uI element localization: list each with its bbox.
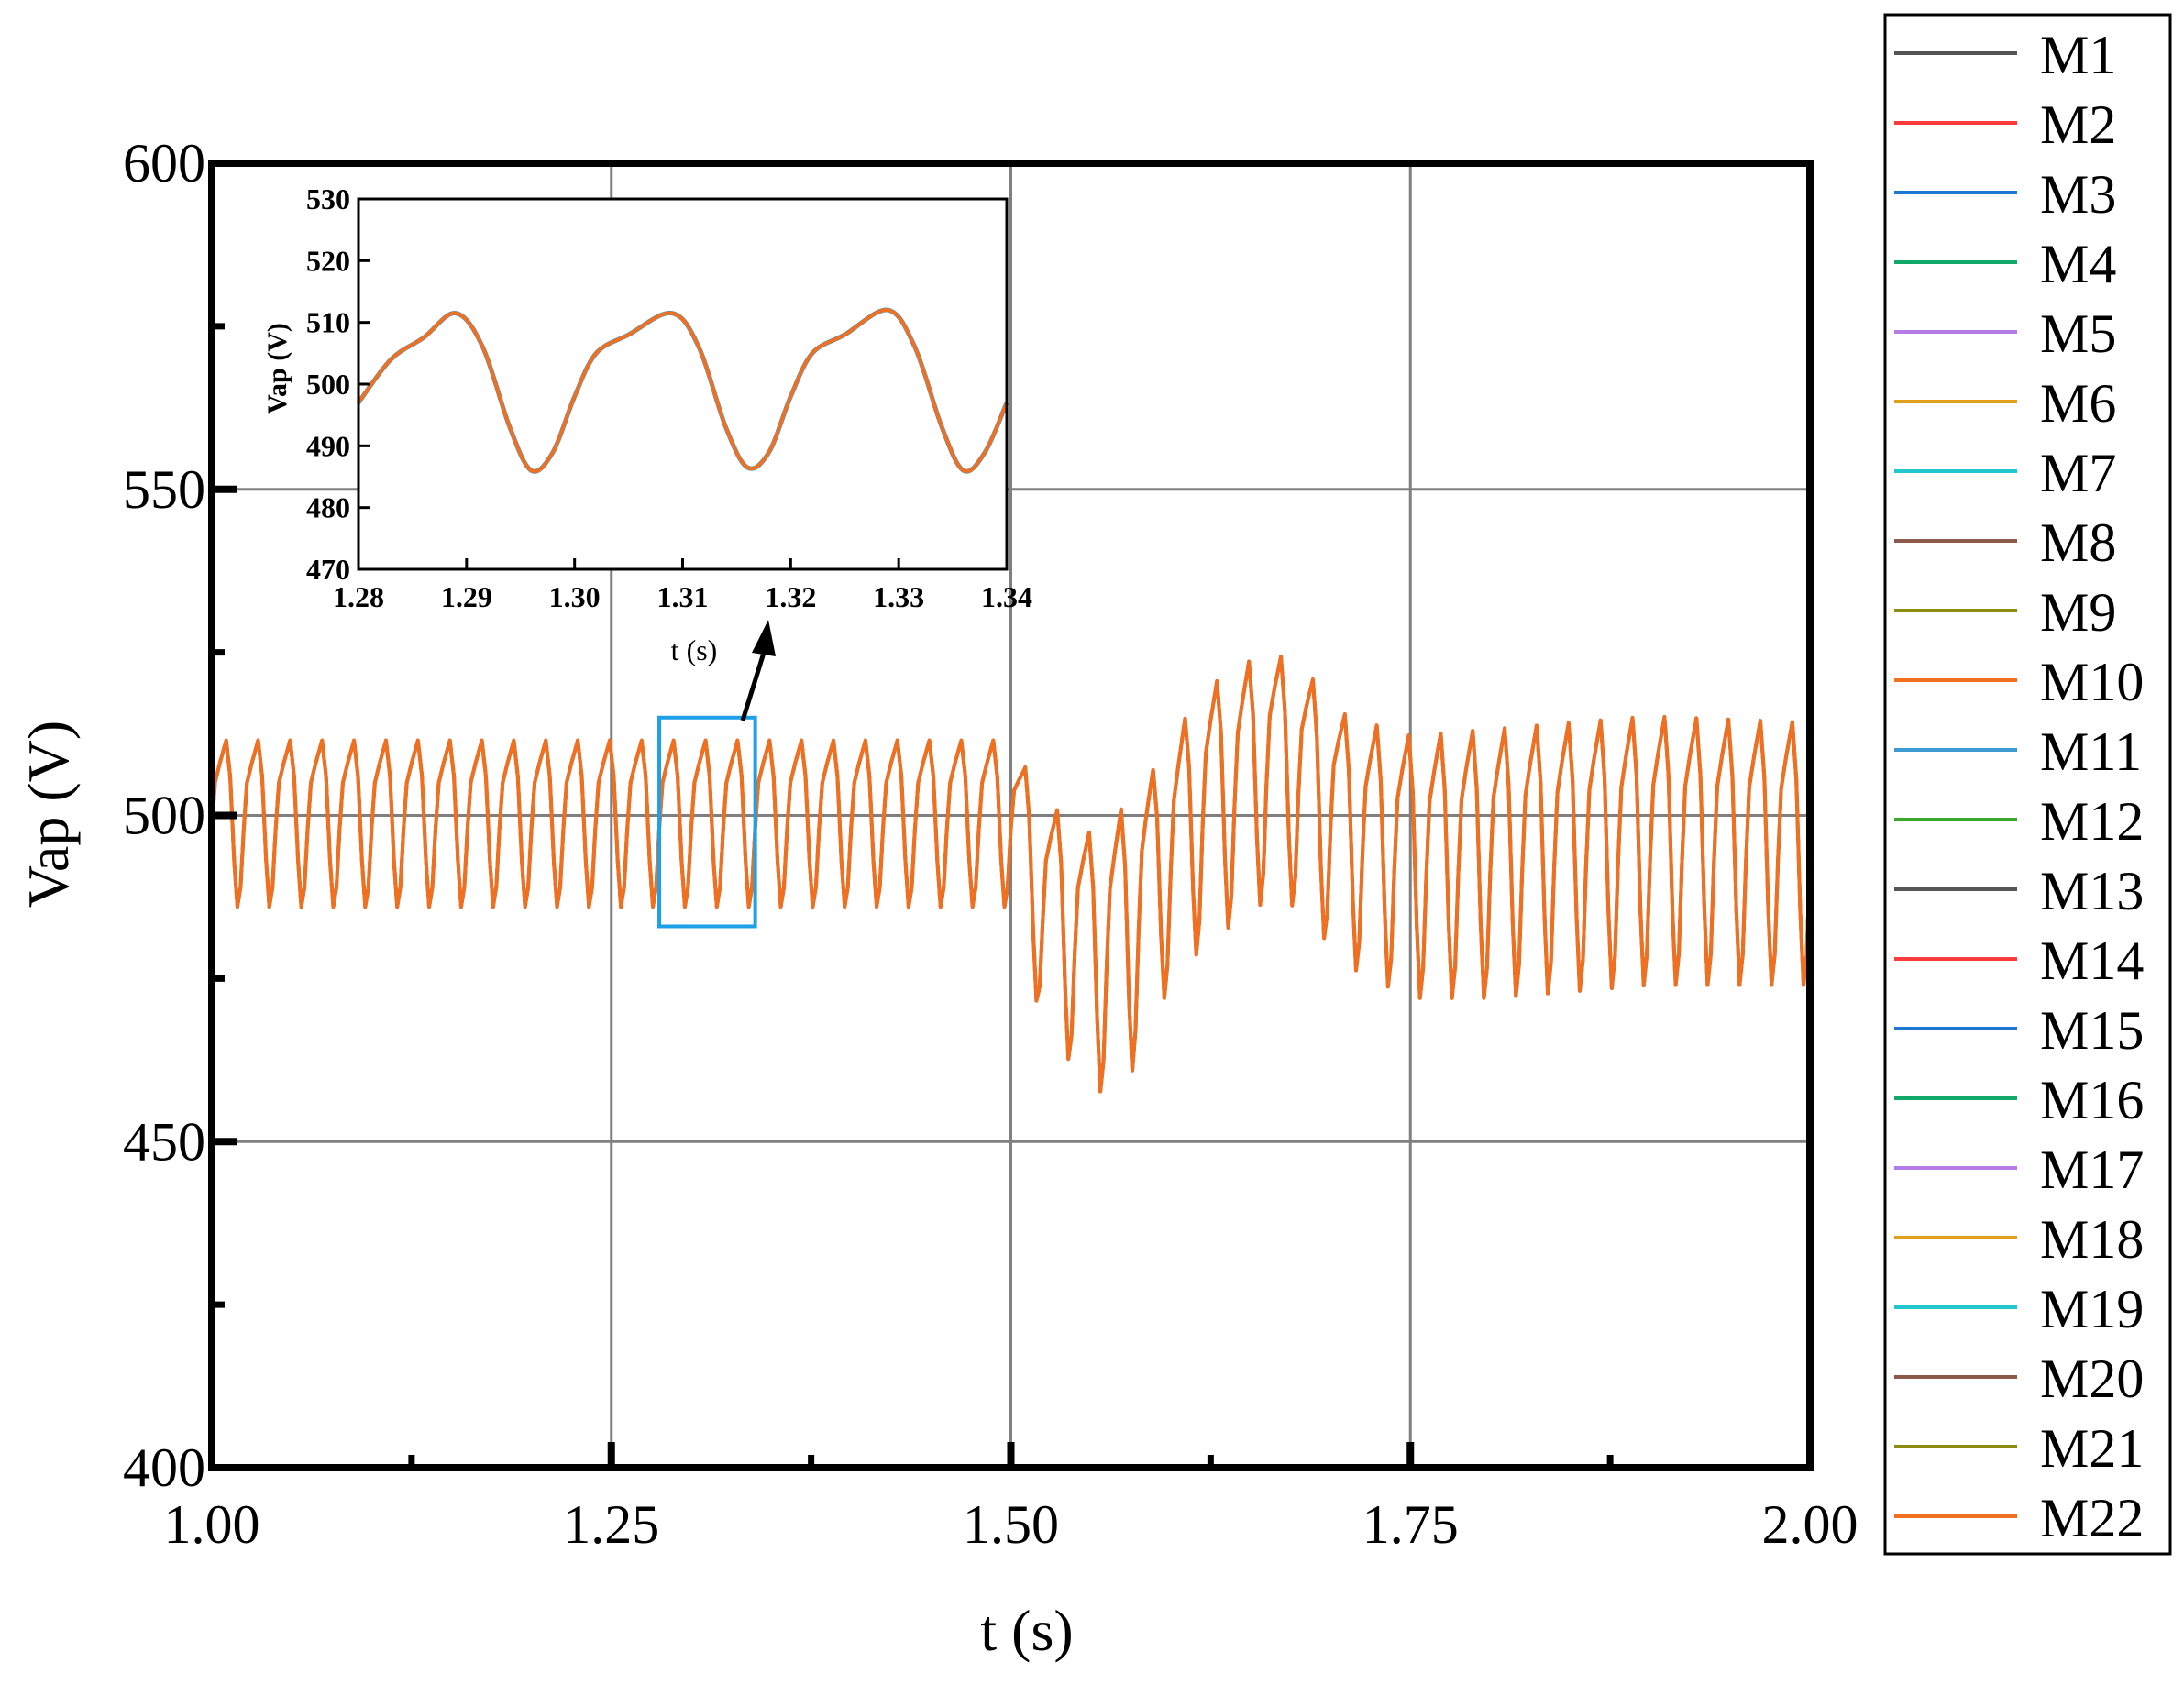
inset-series-line-M22 <box>357 308 1009 474</box>
inset-axis-ticks <box>357 197 1009 571</box>
zoom-arrow-line <box>740 652 767 721</box>
legend-label-M16: M16 <box>2040 1070 2144 1130</box>
inset-x-tick-label: 1.31 <box>657 580 709 613</box>
x-tick-label: 1.75 <box>1362 1494 1459 1555</box>
series-line-M22 <box>210 655 1812 1094</box>
legend-label-M6: M6 <box>2040 373 2116 434</box>
zoom-region-box <box>657 715 757 929</box>
inset-y-tick-label: 530 <box>306 182 350 215</box>
inset-x-tick-label: 1.33 <box>873 580 924 613</box>
inset-x-axis-label: t (s) <box>671 633 718 666</box>
inset-x-tick-label: 1.29 <box>441 580 492 613</box>
x-tick-label: 2.00 <box>1762 1494 1859 1555</box>
inset-x-tick-label: 1.34 <box>981 580 1032 613</box>
y-axis-label: Vap (V) <box>16 721 81 908</box>
x-tick-label: 1.50 <box>963 1494 1059 1555</box>
legend-label-M21: M21 <box>2040 1418 2144 1479</box>
inset-y-tick-label: 480 <box>306 491 350 524</box>
x-tick-label: 1.00 <box>164 1494 260 1555</box>
legend-label-M4: M4 <box>2040 234 2116 294</box>
legend-label-M15: M15 <box>2040 1000 2144 1061</box>
legend-label-M14: M14 <box>2040 931 2144 991</box>
zoom-arrow-head <box>752 620 776 656</box>
main-tick-labels: 1.00 1.25 1.50 1.75 2.00 400 450 500 550 600 <box>123 133 1859 1555</box>
inset-series-lines <box>356 307 1009 474</box>
inset-y-tick-label: 470 <box>306 553 350 586</box>
legend-label-M18: M18 <box>2040 1209 2144 1270</box>
legend-label-M3: M3 <box>2040 164 2116 225</box>
legend-label-M7: M7 <box>2040 443 2116 503</box>
y-tick-label: 550 <box>123 459 205 520</box>
y-tick-label: 450 <box>123 1111 205 1172</box>
inset-tick-labels: 1.28 1.29 1.30 1.31 1.32 1.33 1.34 470 480 490 500… <box>306 182 1032 613</box>
legend-label-M20: M20 <box>2040 1349 2144 1409</box>
legend-label-M9: M9 <box>2040 582 2116 643</box>
legend-label-M2: M2 <box>2040 94 2116 155</box>
inset-x-tick-label: 1.32 <box>765 580 816 613</box>
y-tick-label: 500 <box>123 786 205 846</box>
inset-x-tick-label: 1.28 <box>333 580 384 613</box>
inset-y-tick-label: 510 <box>306 306 350 339</box>
legend-label-M12: M12 <box>2040 791 2144 852</box>
inset-y-tick-label: 520 <box>306 244 350 277</box>
legend-label-M5: M5 <box>2040 303 2116 364</box>
legend-items: M1 M2 M3 M4 M5 M6 M7 M8 M9 M10 M11 M12 M13 M14 M15 M16 M… <box>1894 25 2144 1548</box>
legend-label-M19: M19 <box>2040 1279 2144 1339</box>
legend-label-M22: M22 <box>2040 1488 2144 1548</box>
inset-y-tick-label: 490 <box>306 429 350 462</box>
legend-label-M8: M8 <box>2040 512 2116 573</box>
inset-y-tick-label: 500 <box>306 368 350 401</box>
legend-label-M17: M17 <box>2040 1140 2144 1200</box>
x-axis-label: t (s) <box>980 1598 1073 1663</box>
inset-y-axis-label: Vap (V) <box>262 323 292 414</box>
inset-x-tick-label: 1.30 <box>549 580 601 613</box>
legend-label-M11: M11 <box>2040 721 2142 782</box>
main-series-lines <box>210 655 1812 1094</box>
x-tick-label: 1.25 <box>563 1494 659 1555</box>
y-tick-label: 400 <box>123 1437 205 1498</box>
legend-label-M1: M1 <box>2040 25 2116 85</box>
legend-label-M13: M13 <box>2040 861 2144 921</box>
legend-label-M10: M10 <box>2040 652 2144 712</box>
legend-box <box>1883 13 2172 1556</box>
main-axis-ticks <box>208 160 1814 1471</box>
y-tick-label: 600 <box>123 133 205 193</box>
inset-background <box>358 199 1007 569</box>
